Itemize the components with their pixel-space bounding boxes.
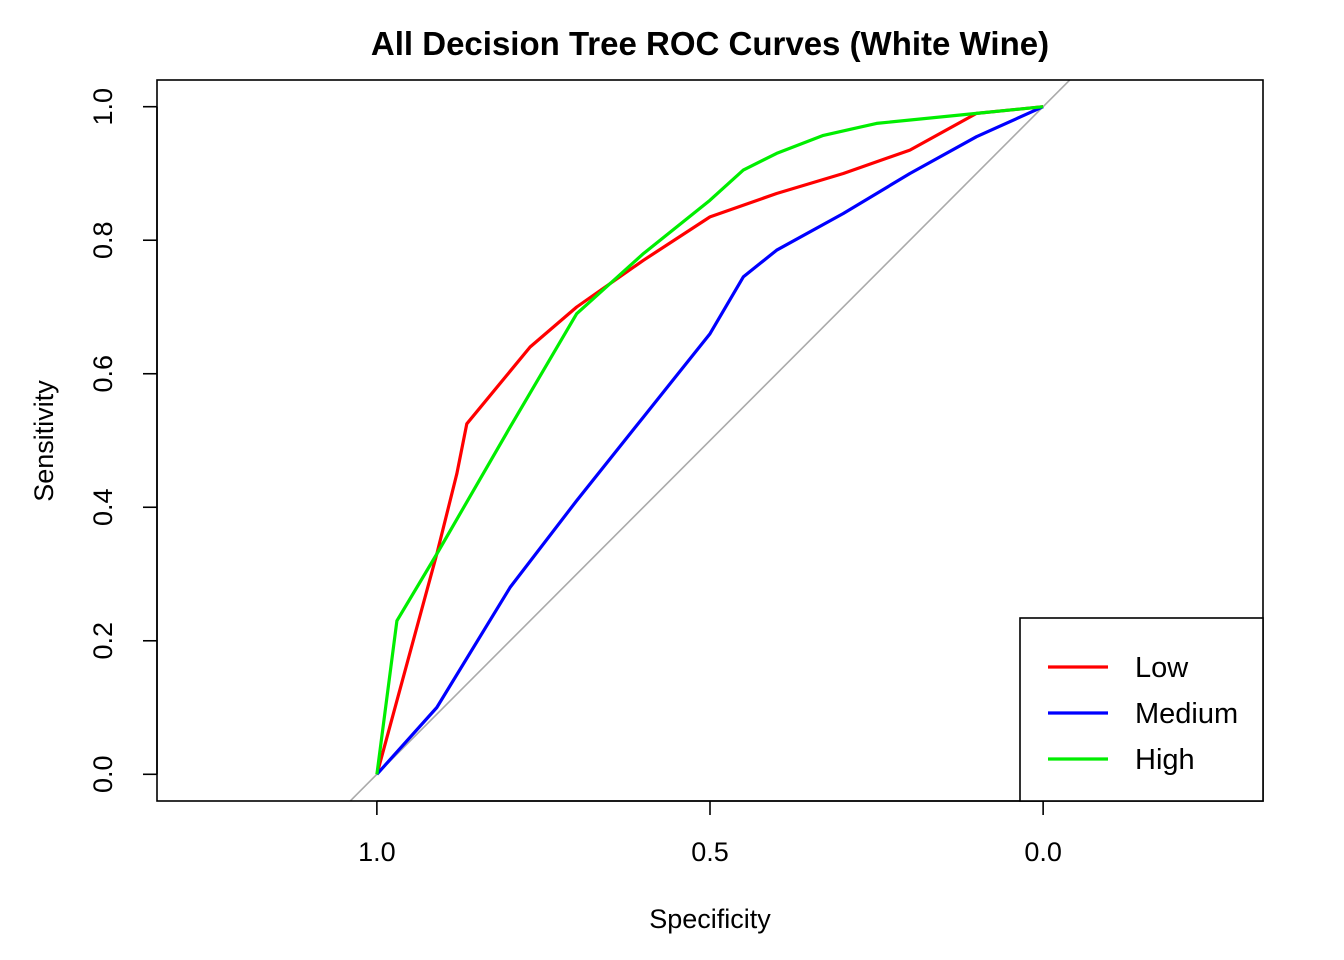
y-tick-label: 0.4 <box>88 488 118 526</box>
series-line-high <box>375 105 1044 775</box>
reference-diagonal <box>349 80 1071 801</box>
y-axis-label: Sensitivity <box>29 380 59 502</box>
legend: Low Medium High <box>1019 617 1264 802</box>
chart-title: All Decision Tree ROC Curves (White Wine… <box>371 25 1049 62</box>
legend-box <box>1019 617 1264 802</box>
legend-label-high: High <box>1135 744 1195 776</box>
y-axis: 0.0 0.2 0.4 0.6 0.8 1.0 <box>88 88 158 794</box>
y-tick-label: 0.2 <box>88 622 118 660</box>
y-tick-label: 0.8 <box>88 221 118 259</box>
legend-label-medium: Medium <box>1135 698 1238 730</box>
y-tick-label: 1.0 <box>88 88 118 126</box>
plot-area <box>156 79 1264 802</box>
x-tick-label: 0.5 <box>691 837 729 867</box>
series-line-low <box>375 105 1044 775</box>
legend-label-low: Low <box>1135 652 1189 684</box>
y-tick-label: 0.0 <box>88 756 118 794</box>
y-tick-label: 0.6 <box>88 355 118 393</box>
x-axis: 1.0 0.5 0.0 <box>358 800 1062 867</box>
x-tick-label: 0.0 <box>1024 837 1062 867</box>
series-line-medium <box>375 105 1044 776</box>
x-axis-label: Specificity <box>649 904 771 934</box>
x-tick-label: 1.0 <box>358 837 396 867</box>
